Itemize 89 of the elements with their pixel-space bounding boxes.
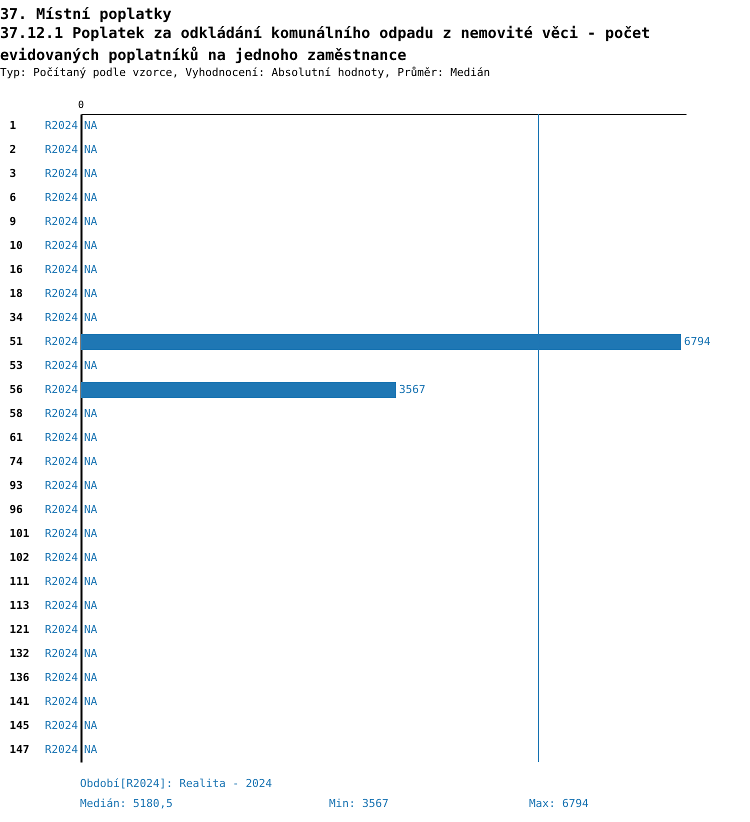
y-tick-label: 145: [10, 719, 30, 732]
text: Typ: Počítaný podle vzorce, Vyhodnocení: Absolutní hodnoty, Průměr: Medián: [0, 66, 490, 79]
text: R2024: [44, 263, 78, 276]
text: NA: [84, 239, 98, 252]
text: R2024: [44, 479, 78, 492]
y-tick-label: 3: [10, 167, 16, 180]
data-label: 6794: [684, 335, 711, 348]
text: Max: 6794: [529, 797, 589, 810]
y-tick-label: 121: [10, 623, 30, 636]
text: R2024: [44, 503, 78, 516]
data-label: 3567: [399, 383, 426, 396]
chart-title: 37. Místní poplatky: [0, 5, 172, 23]
text: NA: [84, 407, 98, 420]
text: NA: [84, 527, 98, 540]
text: R2024: [44, 551, 78, 564]
y-tick-label: 101: [10, 527, 30, 540]
text: NA: [84, 455, 98, 468]
text: R2024: [44, 695, 78, 708]
y-tick-label: 51: [10, 335, 24, 348]
y-tick-label: 147: [10, 743, 30, 756]
y-tick-label: 132: [10, 647, 30, 660]
y-tick-label: 1: [10, 119, 16, 132]
y-tick-label: 136: [10, 671, 30, 684]
y-tick-label: 2: [10, 143, 16, 156]
y-tick-label: 6: [10, 191, 16, 204]
chart-subtitle: 37.12.1 Poplatek za odkládání komunálního odpadu z nemovité věci - počet evidovaných poplatníků na jednoho zaměstnance: [0, 24, 650, 64]
text: R2024: [44, 599, 78, 612]
y-tick-label: 58: [10, 407, 23, 420]
y-tick-label: 9: [10, 215, 16, 228]
y-tick-label: 18: [10, 287, 23, 300]
text: NA: [84, 503, 98, 516]
text: R2024: [44, 359, 78, 372]
text: NA: [84, 599, 98, 612]
text: R2024: [44, 239, 78, 252]
text: NA: [84, 143, 98, 156]
y-tick-label: 34: [10, 311, 24, 324]
text: NA: [84, 287, 98, 300]
text: NA: [84, 215, 98, 228]
text: NA: [84, 359, 98, 372]
y-tick-label: 96: [10, 503, 24, 516]
y-tick-label: 102: [10, 551, 30, 564]
y-tick-label: 74: [10, 455, 24, 468]
text: R2024: [44, 575, 78, 588]
y-tick-label: 16: [10, 263, 24, 276]
text: NA: [84, 695, 98, 708]
text: NA: [84, 119, 98, 132]
text: NA: [84, 263, 98, 276]
text: R2024: [44, 719, 78, 732]
text: NA: [84, 551, 98, 564]
text: Období[R2024]: Realita - 2024: [80, 777, 272, 790]
text: NA: [84, 719, 98, 732]
y-tick-label: 111: [10, 575, 30, 588]
text: R2024: [44, 431, 78, 444]
text: R2024: [44, 455, 78, 468]
text: R2024: [44, 119, 78, 132]
text: Min: 3567: [329, 797, 389, 810]
text: NA: [84, 575, 98, 588]
text: NA: [84, 311, 98, 324]
text: NA: [84, 743, 98, 756]
y-tick-label: 113: [10, 599, 30, 612]
text: NA: [84, 191, 98, 204]
text: R2024: [44, 407, 78, 420]
y-tick-label: 10: [10, 239, 23, 252]
text: NA: [84, 671, 98, 684]
text: 0: [78, 100, 84, 111]
text: R2024: [44, 647, 78, 660]
text: NA: [84, 479, 98, 492]
y-tick-label: 61: [10, 431, 24, 444]
series-label: R2024: [44, 335, 78, 348]
text: R2024: [44, 287, 78, 300]
text: NA: [84, 167, 98, 180]
text: R2024: [44, 743, 78, 756]
text: R2024: [44, 527, 78, 540]
text: NA: [84, 623, 98, 636]
text: NA: [84, 431, 98, 444]
text: R2024: [44, 383, 78, 396]
text: R2024: [44, 671, 78, 684]
text: Medián: 5180,5: [80, 797, 173, 810]
y-tick-label: 53: [10, 359, 23, 372]
y-tick-label: 56: [10, 383, 24, 396]
text: NA: [84, 647, 98, 660]
text: R2024: [44, 143, 78, 156]
text: R2024: [44, 167, 78, 180]
y-tick-label: 141: [10, 695, 30, 708]
y-tick-label: 93: [10, 479, 23, 492]
text: R2024: [44, 191, 78, 204]
text: R2024: [44, 311, 78, 324]
text: R2024: [44, 215, 78, 228]
text: R2024: [44, 623, 78, 636]
